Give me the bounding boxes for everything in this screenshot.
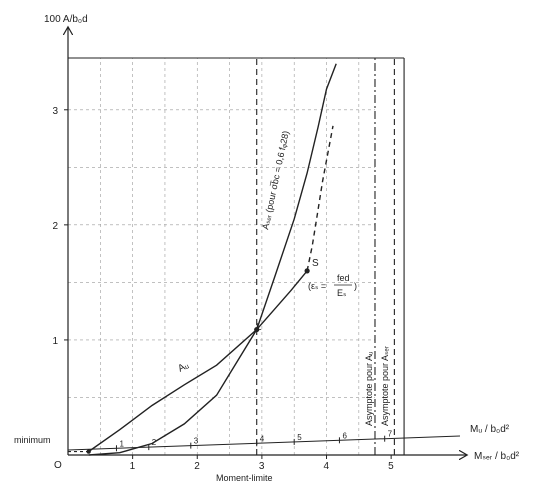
sub-scale-label: 1 [119,439,124,448]
sub-scale-label: 3 [194,437,199,446]
curves [68,63,337,456]
vertical-lines [256,58,405,455]
eps-suffix: ) [354,281,357,291]
point-marks [86,268,310,454]
y-axis-title: 100 A/b₀d [44,14,88,25]
series-line-1 [88,63,337,456]
x-tick-label: 3 [259,461,265,472]
origin-label: O [54,460,62,471]
eps-denominator: Eₛ [337,288,346,298]
y-tick-label: 2 [52,221,58,232]
point-S [304,268,310,274]
series-line-0 [88,329,258,453]
asymptote-au-label: Asymptote pour Aᵤ [364,351,374,426]
asymptote-aser-label: Asymptote pour Aₛₑᵣ [380,346,390,426]
series-line-3 [306,125,334,272]
minimum-label: minimum [14,435,51,445]
sub-scale-label: 4 [260,434,265,443]
secondary-axis-title: Mᵤ / b₀d² [470,424,510,435]
secondary-x-axis [67,435,461,451]
x-tick-label: 1 [130,461,136,472]
point-label-L: L [256,322,262,333]
moment-limite-label: Moment-limite [216,473,273,483]
point-label-S: S [312,258,319,269]
y-tick-label: 3 [52,106,58,117]
y-tick-label: 1 [52,336,58,347]
aser-curve-label: Aₛₑᵣ (pour σ̅bc = 0,6 fᵩ28) [260,130,291,231]
sub-scale-label: 5 [297,433,302,442]
sub-scale-label: 7 [388,430,393,439]
x-axis-title: Mₛₑᵣ / b₀d² [474,451,520,462]
x-tick-label: 4 [324,461,330,472]
minimum-point [86,449,91,454]
grid [68,57,405,455]
x-tick-label: 5 [388,461,394,472]
x-tick-label: 2 [194,461,200,472]
sub-scale-label: 6 [342,431,347,440]
point-L [254,326,260,333]
series-line-2 [256,270,308,331]
au-curve-label: Aᵤ [176,360,191,375]
eps-numerator: fed [337,273,350,283]
eps-prefix: (εₛ = [308,281,326,291]
